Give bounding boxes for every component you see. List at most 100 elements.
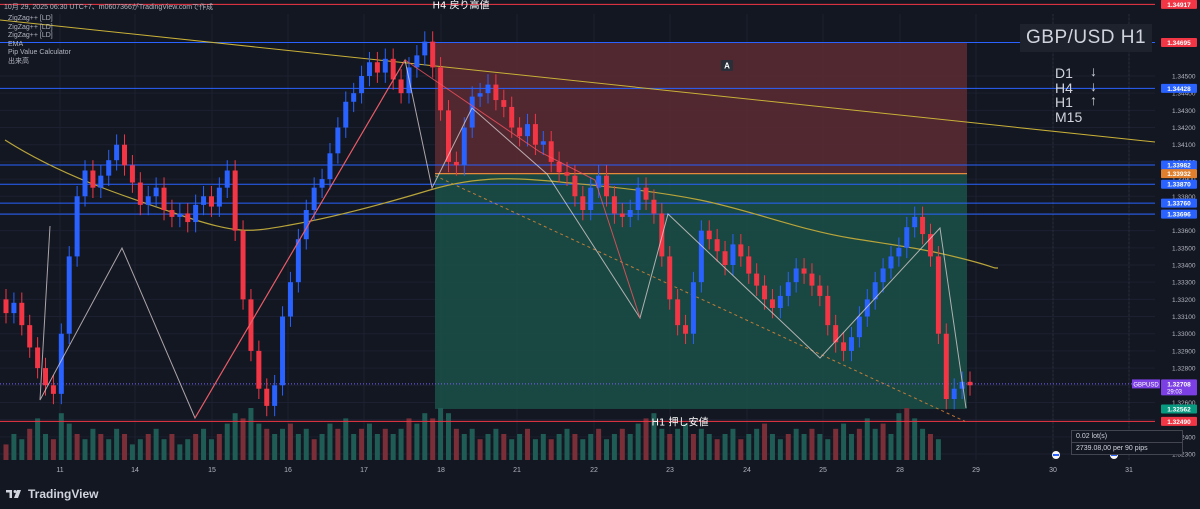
price-tick-label: 1.33400 <box>1172 263 1196 270</box>
volume-bar <box>785 434 791 460</box>
price-label-box <box>1161 37 1197 47</box>
candle-body <box>169 210 175 217</box>
time-axis[interactable]: 11 14 15 16 17 18 21 22 23 24 25 28 29 30 31 <box>56 467 1133 474</box>
indicator-item[interactable]: ZigZag++ [LD] <box>8 32 53 39</box>
price-tick-label: 1.33200 <box>1172 297 1196 304</box>
volume-bar <box>232 413 238 460</box>
candle-body <box>98 175 104 188</box>
volume-bar <box>501 434 507 460</box>
candle-body <box>809 273 815 286</box>
volume-bar <box>738 439 744 460</box>
candle-body <box>477 93 483 97</box>
volume-bar <box>66 423 72 460</box>
volume-bar <box>374 434 380 460</box>
candle-body <box>382 58 388 73</box>
candle-body <box>351 93 357 102</box>
candle-body <box>935 256 941 334</box>
price-tick-label: 1.33500 <box>1172 245 1196 252</box>
volume-bar <box>509 439 515 460</box>
candle-body <box>611 196 617 214</box>
candle-body <box>185 213 191 223</box>
candle-body <box>888 256 894 269</box>
time-tick-label: 18 <box>437 467 445 474</box>
symbol-tag-box <box>1132 379 1160 389</box>
candle-body <box>651 199 657 214</box>
candle-body <box>43 368 49 386</box>
candle-body <box>604 175 610 197</box>
candle-body <box>390 58 396 80</box>
brand-name: TradingView <box>28 487 99 501</box>
price-tick-label: 1.32600 <box>1172 400 1196 407</box>
volume-bar <box>754 428 760 460</box>
candles <box>3 31 973 417</box>
price-tick-label: 1.34500 <box>1172 74 1196 81</box>
price-label-text: 1.34695 <box>1167 40 1191 47</box>
indicator-item[interactable]: EMA <box>8 40 24 48</box>
volume-bar <box>351 434 357 460</box>
brand-footer[interactable]: TradingView <box>6 487 98 501</box>
price-tick-label: 1.33800 <box>1172 194 1196 201</box>
candle-body <box>66 256 72 334</box>
price-label-box <box>1161 169 1197 179</box>
volume-bar <box>872 428 878 460</box>
volume-bar <box>208 439 214 460</box>
indicator-item[interactable]: ZigZag++ [LD] <box>8 23 53 31</box>
volume-bar <box>248 408 254 460</box>
volume-bar <box>430 418 436 460</box>
time-tick-label: 14 <box>131 467 139 474</box>
volume-bar <box>572 434 578 460</box>
price-axis[interactable]: 1.345001.344001.343001.342001.341001.340… <box>1158 0 1200 470</box>
volume-bar <box>517 434 523 460</box>
price-label-box <box>1161 179 1197 189</box>
volume-bar <box>714 439 720 460</box>
time-tick-label: 23 <box>666 467 674 474</box>
candle-body <box>256 350 262 389</box>
candle-body <box>856 316 862 338</box>
volume-bar <box>145 434 151 460</box>
candle-body <box>730 244 736 265</box>
candle-body <box>19 302 25 326</box>
candle-body <box>106 160 112 176</box>
candle-body <box>90 170 96 188</box>
price-label-box <box>1161 379 1197 396</box>
price-label-text: 1.34917 <box>1167 2 1191 9</box>
h4-high-label: H4 戻り高値 <box>432 0 489 11</box>
candle-body <box>327 153 333 180</box>
volume-bar <box>461 434 467 460</box>
candle-body <box>967 381 973 386</box>
volume-bar <box>833 428 839 460</box>
price-label-box <box>1161 416 1197 426</box>
candle-body <box>35 347 41 369</box>
price-label-text: 1.32490 <box>1167 419 1191 426</box>
volume-bar <box>256 423 262 460</box>
event-flag-stripe <box>1053 454 1059 456</box>
volume-bar <box>366 423 372 460</box>
projection-line <box>434 175 966 422</box>
marker-a-label: A <box>724 62 730 71</box>
candle-body <box>264 388 270 406</box>
price-label-text: 1.33760 <box>1167 201 1191 208</box>
candle-body <box>137 182 143 205</box>
candle-body <box>769 299 775 308</box>
indicator-item[interactable]: ZigZag++ [LD] <box>8 15 53 22</box>
volume-bar <box>927 434 933 460</box>
price-label-text: 1.33696 <box>1167 212 1191 219</box>
volume-bar <box>532 439 538 460</box>
volume-bar <box>50 439 56 460</box>
volume-bar <box>777 439 783 460</box>
candle-body <box>359 76 365 94</box>
indicator-item[interactable]: 出来高 <box>8 57 29 65</box>
candle-body <box>287 282 293 317</box>
indicator-item[interactable]: Pip Value Calculator <box>8 49 71 56</box>
candle-body <box>951 388 957 400</box>
arrow-icon: ↓ <box>1090 77 1097 94</box>
chart-header: 10月 29, 2025 06:30 UTC+7、m0607366がTradin… <box>4 4 214 11</box>
candle-body <box>548 141 554 162</box>
timeframe-label: M15 <box>1055 108 1083 125</box>
volume-bar <box>888 434 894 460</box>
price-tick-label: 1.33000 <box>1172 331 1196 338</box>
candle-body <box>920 216 926 235</box>
volume-bar <box>548 439 554 460</box>
